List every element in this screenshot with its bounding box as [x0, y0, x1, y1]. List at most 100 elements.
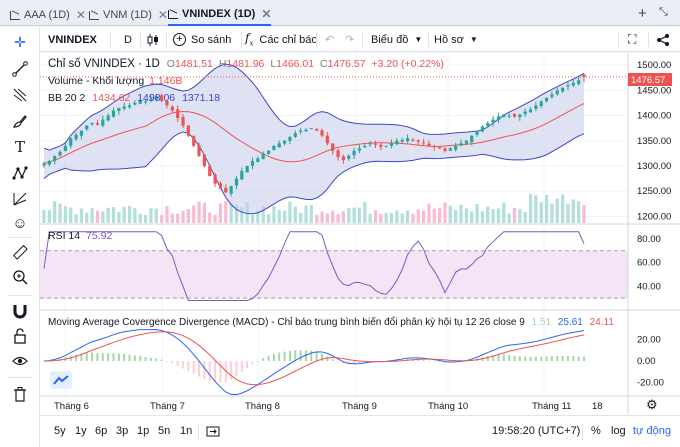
logo-icon[interactable] [50, 371, 72, 389]
percent-toggle[interactable]: % [591, 425, 601, 437]
profile-label: Hồ sơ [434, 33, 464, 46]
time-axis[interactable]: Tháng 6 Tháng 7 Tháng 8 Tháng 9 Tháng 10 Thán… [54, 401, 603, 412]
range-1y[interactable]: 1y [75, 425, 87, 437]
goto-date-button[interactable] [206, 425, 220, 440]
divider [110, 32, 111, 47]
gear-icon[interactable]: ⚙ [646, 397, 658, 412]
share-button[interactable] [656, 27, 670, 52]
macd-histogram-bar [486, 356, 489, 361]
candle-body [186, 125, 190, 136]
range-5n[interactable]: 5n [158, 425, 171, 437]
tab-label: VNM (1D) [103, 9, 152, 21]
range-6p[interactable]: 6p [95, 425, 108, 437]
volume-bar [496, 208, 501, 223]
candle-body [320, 130, 324, 136]
interval-button[interactable]: D [124, 33, 132, 46]
candle-body [555, 90, 559, 95]
magnet-tool[interactable] [10, 301, 30, 321]
clock[interactable]: 19:58:20 (UTC+7) [492, 425, 581, 437]
last-price-tag [628, 73, 672, 86]
candle-body [571, 82, 575, 86]
tab-vnindex[interactable]: VNINDEX (1D) ✕ [168, 4, 272, 26]
volume-legend[interactable]: Volume - Khối lượng 1.146B [48, 75, 182, 87]
bb-legend[interactable]: BB 20 2 1434.62 1498.06 1371.18 [48, 92, 220, 104]
tab-aaa[interactable]: AAA (1D) ✕ [10, 4, 86, 26]
chart-area[interactable]: 1500.00 1450.00 1400.00 1350.00 1300.00 1250.… [40, 53, 680, 447]
macd-histogram-bar [144, 357, 147, 361]
log-toggle[interactable]: log [611, 425, 626, 437]
fullscreen-button[interactable]: ⛶ [628, 27, 636, 52]
trendline-tool[interactable] [10, 59, 30, 79]
price-tick-label: 1450.00 [637, 85, 671, 96]
pattern-tool[interactable] [10, 163, 30, 183]
macd-hist-value: 1.51 [531, 317, 552, 328]
crosshair-tool[interactable]: ✛ [10, 32, 30, 52]
candle-body [357, 148, 362, 151]
close-icon[interactable]: ✕ [157, 8, 168, 22]
time-tick-label: Tháng 7 [150, 401, 185, 412]
redo-button[interactable]: ↷ [345, 27, 354, 52]
delete-tool[interactable] [10, 384, 30, 404]
auto-toggle[interactable]: tự động [633, 425, 671, 437]
volume-bar [448, 205, 452, 223]
close-icon[interactable]: ✕ [75, 8, 86, 22]
add-circle-icon: + [173, 33, 186, 46]
range-1p[interactable]: 1p [137, 425, 150, 437]
volume-bar [256, 210, 260, 223]
pitchfork-tool[interactable] [10, 85, 30, 105]
rsi-legend[interactable]: RSI 14 75.92 [48, 230, 112, 242]
time-tick-label: Tháng 6 [54, 401, 89, 412]
chart-style-button[interactable] [146, 27, 160, 52]
volume-bar [577, 201, 581, 223]
volume-bar [192, 205, 196, 223]
volume-bar [357, 207, 362, 223]
price-tick-label: 1300.00 [637, 161, 671, 172]
macd-legend[interactable]: Moving Average Covergence Divergence (MA… [48, 317, 614, 328]
macd-histogram-bar [438, 361, 441, 363]
divider [198, 424, 199, 440]
visibility-tool[interactable] [10, 351, 30, 371]
compare-button[interactable]: + So sánh [173, 27, 231, 52]
range-5y[interactable]: 5y [54, 425, 66, 437]
change-value: +3.20 (+0.22%) [371, 58, 444, 70]
close-icon[interactable]: ✕ [261, 7, 272, 21]
undo-button[interactable]: ↶ [325, 27, 334, 52]
volume-bar [95, 210, 100, 223]
tab-vnm[interactable]: VNM (1D) ✕ [89, 4, 168, 26]
symbol-search[interactable]: VNINDEX [48, 33, 97, 46]
brush-tool[interactable] [10, 111, 30, 131]
macd-tick-label: 20.00 [637, 335, 661, 346]
measure-tool[interactable] [10, 242, 30, 262]
volume-bar [561, 194, 565, 223]
candle-body [486, 123, 490, 126]
divider [428, 32, 429, 47]
fullscreen-icon[interactable]: ⤡ [659, 6, 668, 18]
price-axis[interactable]: 1500.00 1450.00 1400.00 1350.00 1300.00 1250.… [637, 60, 671, 388]
macd-histogram-bar [577, 356, 580, 361]
volume-bar [224, 201, 228, 223]
zoom-tool[interactable] [10, 267, 30, 287]
range-3p[interactable]: 3p [116, 425, 129, 437]
text-tool[interactable]: T [10, 137, 30, 157]
add-tab-icon[interactable]: + [638, 5, 647, 22]
candle-body [143, 101, 148, 103]
volume-bar [347, 208, 351, 223]
volume-bar [389, 212, 394, 223]
chart-canvas[interactable]: 1500.00 1450.00 1400.00 1350.00 1300.00 1250.… [40, 53, 680, 415]
candle-body [470, 135, 474, 143]
bb-label: BB 20 2 [48, 92, 86, 104]
prediction-tool[interactable] [10, 189, 30, 209]
range-1n[interactable]: 1n [180, 425, 193, 437]
volume-bar [454, 209, 458, 223]
time-tick-label: Tháng 9 [342, 401, 377, 412]
l-label: L [270, 58, 277, 70]
candle-body [368, 143, 372, 145]
chart-type-dropdown[interactable]: Biểu đồ ▼ [371, 27, 422, 52]
volume-bar [63, 206, 67, 223]
lock-tool[interactable] [10, 326, 30, 346]
indicators-button[interactable]: fx Các chỉ báo [245, 27, 318, 52]
volume-bar [250, 214, 255, 223]
indicators-label: Các chỉ báo [259, 33, 318, 46]
profile-dropdown[interactable]: Hồ sơ ▼ [434, 27, 478, 52]
emoji-tool[interactable]: ☺ [10, 213, 30, 233]
